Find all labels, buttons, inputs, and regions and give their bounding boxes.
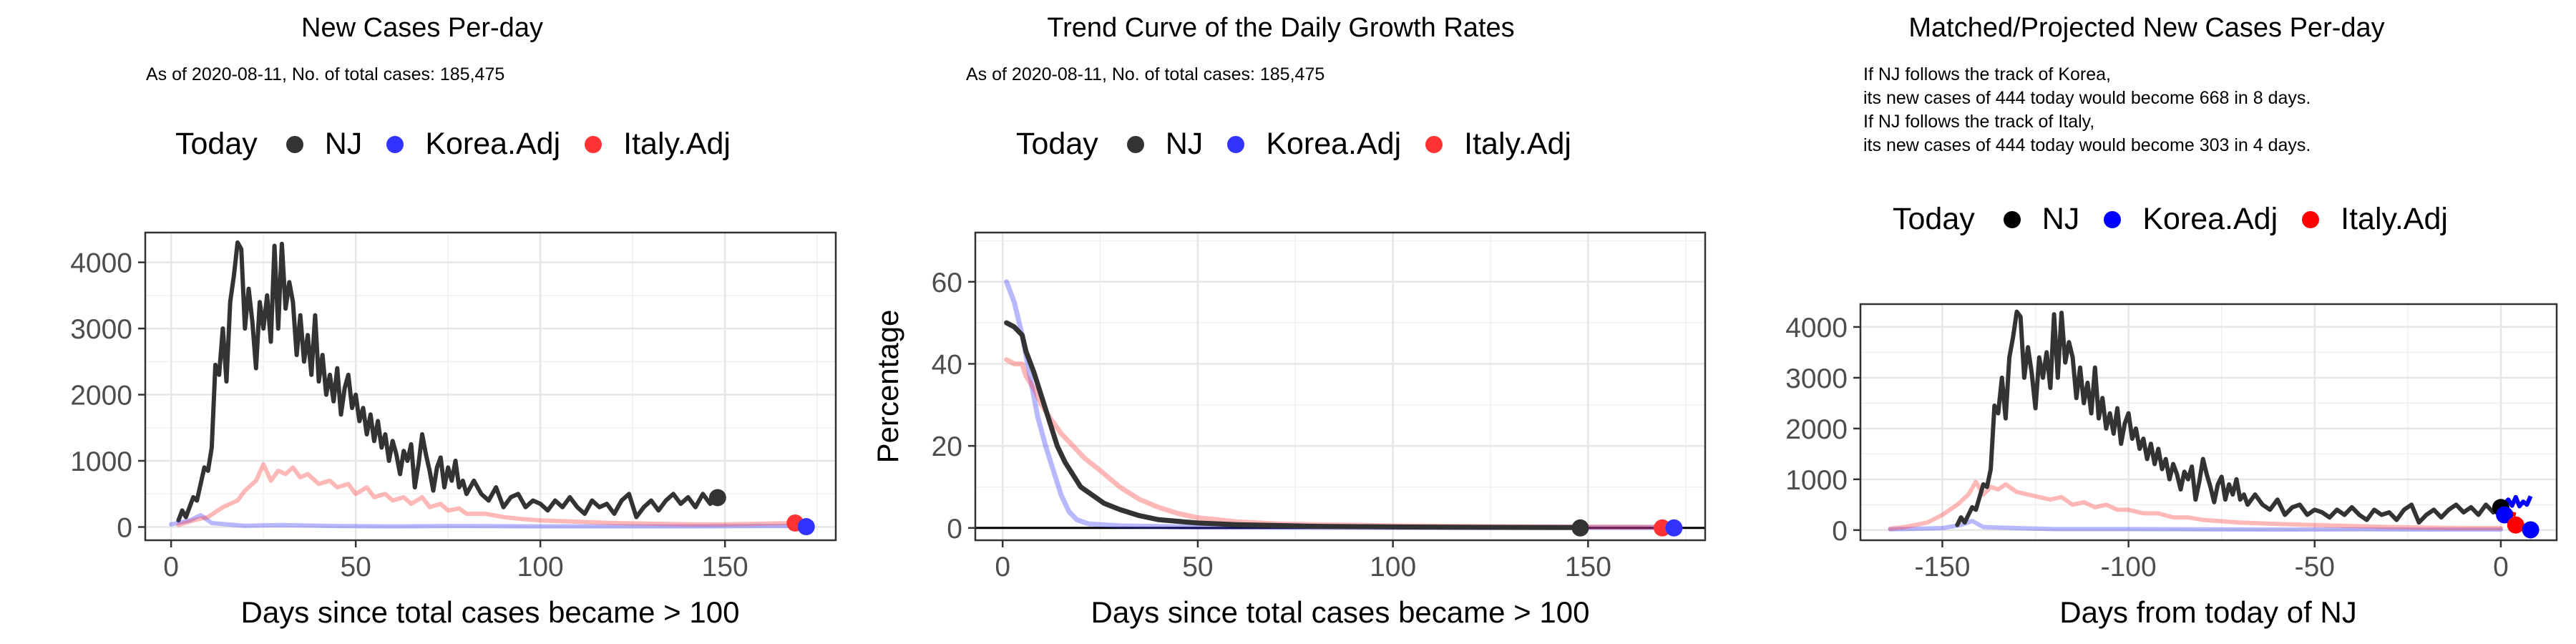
legend-key-korea — [386, 135, 404, 153]
chart-title: New Cases Per-day — [301, 13, 543, 43]
chart-subtitle: As of 2020-08-11, No. of total cases: 18… — [146, 64, 505, 84]
legend-item-nj: NJ — [1126, 127, 1203, 162]
legend-key-nj — [1126, 135, 1144, 153]
today-point-italy-adj — [2507, 516, 2524, 534]
legend-item-korea: Korea.Adj — [386, 127, 560, 162]
chart-new-cases: 0 50 100 150 0 1000 2000 3000 4000 Days since tot… — [70, 231, 837, 629]
x-tick-label: 100 — [517, 552, 564, 582]
plot-border — [1859, 303, 2558, 542]
y-tick-label: 2000 — [70, 381, 132, 411]
y-tick-label: 1000 — [70, 447, 132, 477]
chart-subtitle: As of 2020-08-11, No. of total cases: 18… — [966, 64, 1325, 84]
series-line-korea-adj — [169, 512, 809, 529]
y-tick-label: 2000 — [1785, 414, 1848, 445]
series-line-italy-adj — [1888, 479, 2503, 531]
legend-item-korea: Korea.Adj — [1227, 127, 1401, 162]
chart-subtitle: If NJ follows the track of Korea, its ne… — [1863, 63, 2311, 157]
y-tick-label: 3000 — [1785, 364, 1848, 394]
x-tick-label: 50 — [340, 552, 371, 582]
y-tick-label: 0 — [947, 514, 962, 545]
legend-key-nj — [2003, 210, 2021, 228]
x-tick-label: 0 — [2493, 552, 2509, 582]
y-axis-label: Percentage — [871, 310, 904, 464]
plot-background — [975, 233, 1705, 540]
legend-key-korea — [2104, 210, 2122, 228]
series-line-nj — [1955, 309, 2503, 527]
chart-title: Matched/Projected New Cases Per-day — [1908, 13, 2385, 43]
series-line-italy-adj — [176, 462, 798, 527]
series-line-nj — [1004, 320, 1583, 530]
today-point-nj — [708, 489, 726, 507]
subtitle-line: If NJ follows the track of Korea, — [1863, 64, 2111, 84]
y-tick-label: 20 — [932, 431, 962, 462]
x-tick-label: 0 — [995, 552, 1010, 582]
legend-key-korea — [1227, 135, 1245, 153]
x-tick-label: -50 — [2295, 552, 2335, 582]
x-tick-label: 0 — [163, 552, 179, 582]
legend-title: Today — [1893, 202, 1975, 236]
legend-item-italy: Italy.Adj — [585, 127, 731, 162]
legend: Today NJ Korea.Adj Italy.Adj — [175, 127, 755, 162]
plot-border — [144, 231, 837, 542]
y-tick-label: 40 — [932, 349, 962, 380]
x-tick-label: 150 — [1565, 552, 1611, 582]
subtitle-line: its new cases of 444 today would become … — [1863, 135, 2311, 155]
y-tick-label: 60 — [932, 268, 962, 298]
x-tick-label: 100 — [1370, 552, 1416, 582]
series-line-nj — [176, 240, 720, 523]
legend-key-italy — [585, 135, 602, 153]
panel-new-cases: New Cases Per-day As of 2020-08-11, No. … — [0, 0, 844, 644]
legend-item-italy: Italy.Adj — [1425, 127, 1571, 162]
y-tick-label: 0 — [1832, 516, 1848, 547]
legend-item-korea: Korea.Adj — [2104, 202, 2278, 237]
x-axis-label: Days since total cases became > 100 — [241, 595, 740, 629]
y-tick-label: 0 — [117, 513, 132, 544]
today-point-korea-adj — [797, 518, 815, 536]
legend-item-nj: NJ — [2003, 202, 2079, 237]
legend-item-italy: Italy.Adj — [2302, 202, 2448, 237]
chart-projected: -150 -100 -50 0 0 1000 2000 3000 4000 Days from t… — [1785, 303, 2558, 629]
y-tick-label: 4000 — [1785, 313, 1848, 343]
y-tick-label: 3000 — [70, 314, 132, 345]
legend-key-nj — [286, 135, 303, 153]
x-tick-label: -150 — [1914, 552, 1970, 582]
legend-key-italy — [2302, 210, 2320, 228]
x-axis-label: Days from today of NJ — [2059, 595, 2356, 629]
legend-title: Today — [1016, 127, 1098, 161]
y-tick-label: 1000 — [1785, 465, 1848, 496]
y-tick-label: 4000 — [70, 248, 132, 279]
legend: Today NJ Korea.Adj Italy.Adj — [1016, 127, 1596, 162]
x-axis-label: Days since total cases became > 100 — [1091, 595, 1590, 629]
chart-title: Trend Curve of the Daily Growth Rates — [1047, 13, 1515, 43]
today-point-korea-adj — [1665, 519, 1683, 537]
legend-item-nj: NJ — [286, 127, 362, 162]
today-point-korea-adj — [2496, 506, 2514, 524]
series-line-korea-adj — [1888, 519, 2503, 532]
panel-growth-rates: Trend Curve of the Daily Growth Rates As… — [844, 0, 1717, 644]
legend-title: Today — [175, 127, 258, 161]
plot-border — [974, 231, 1707, 542]
x-tick-label: -100 — [2101, 552, 2157, 582]
plot-background — [145, 233, 836, 540]
chart-growth-rates: 0 50 100 150 0 20 40 60 Days since total cases b… — [871, 231, 1707, 629]
subtitle-line: its new cases of 444 today would become … — [1863, 88, 2311, 108]
panel-projected: Matched/Projected New Cases Per-day If N… — [1717, 0, 2576, 644]
x-tick-label: 150 — [702, 552, 748, 582]
legend-key-italy — [1425, 135, 1443, 153]
legend: Today NJ Korea.Adj Italy.Adj — [1893, 202, 2472, 237]
today-point-korea-adj — [2522, 521, 2540, 539]
subtitle-line: If NJ follows the track of Italy, — [1863, 112, 2095, 132]
x-tick-label: 50 — [1182, 552, 1213, 582]
today-point-nj — [1571, 519, 1589, 537]
